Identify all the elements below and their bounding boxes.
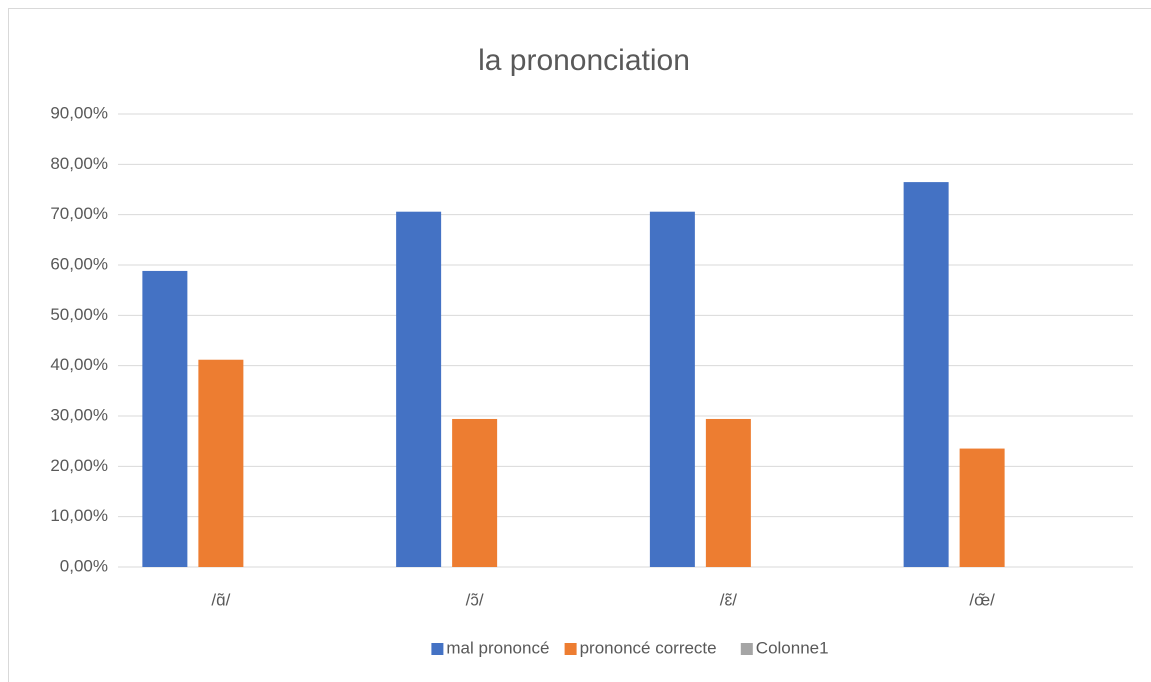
y-tick-label: 20,00% — [50, 456, 108, 475]
y-tick-label: 70,00% — [50, 204, 108, 223]
bar — [142, 270, 188, 567]
chart-frame — [8, 8, 1151, 682]
y-tick-label: 50,00% — [50, 305, 108, 324]
legend-label: prononcé correcte — [580, 638, 717, 657]
legend-swatch — [740, 643, 753, 655]
y-tick-label: 0,00% — [60, 556, 108, 575]
bar — [959, 448, 1005, 567]
legend-label: mal prononcé — [446, 638, 549, 657]
legend-swatch — [564, 643, 577, 655]
legend-label: Colonne1 — [756, 638, 829, 657]
y-tick-label: 60,00% — [50, 254, 108, 273]
y-tick-label: 10,00% — [50, 506, 108, 525]
bar — [452, 418, 498, 567]
bar — [396, 211, 442, 567]
bar — [705, 418, 751, 567]
x-tick-label: /œ̃/ — [969, 590, 995, 609]
y-tick-label: 40,00% — [50, 355, 108, 374]
chart-title: la prononciation — [478, 44, 690, 77]
y-tick-label: 80,00% — [50, 154, 108, 173]
y-tick-label: 30,00% — [50, 405, 108, 424]
bar — [649, 211, 695, 567]
bar — [198, 359, 244, 567]
legend-swatch — [431, 643, 444, 655]
x-tick-label: /ɛ̃/ — [720, 590, 738, 609]
y-tick-label: 90,00% — [50, 103, 108, 122]
x-tick-label: /ɑ̃/ — [211, 590, 230, 609]
x-tick-label: /ɔ̃/ — [466, 590, 484, 609]
bar — [903, 182, 949, 567]
